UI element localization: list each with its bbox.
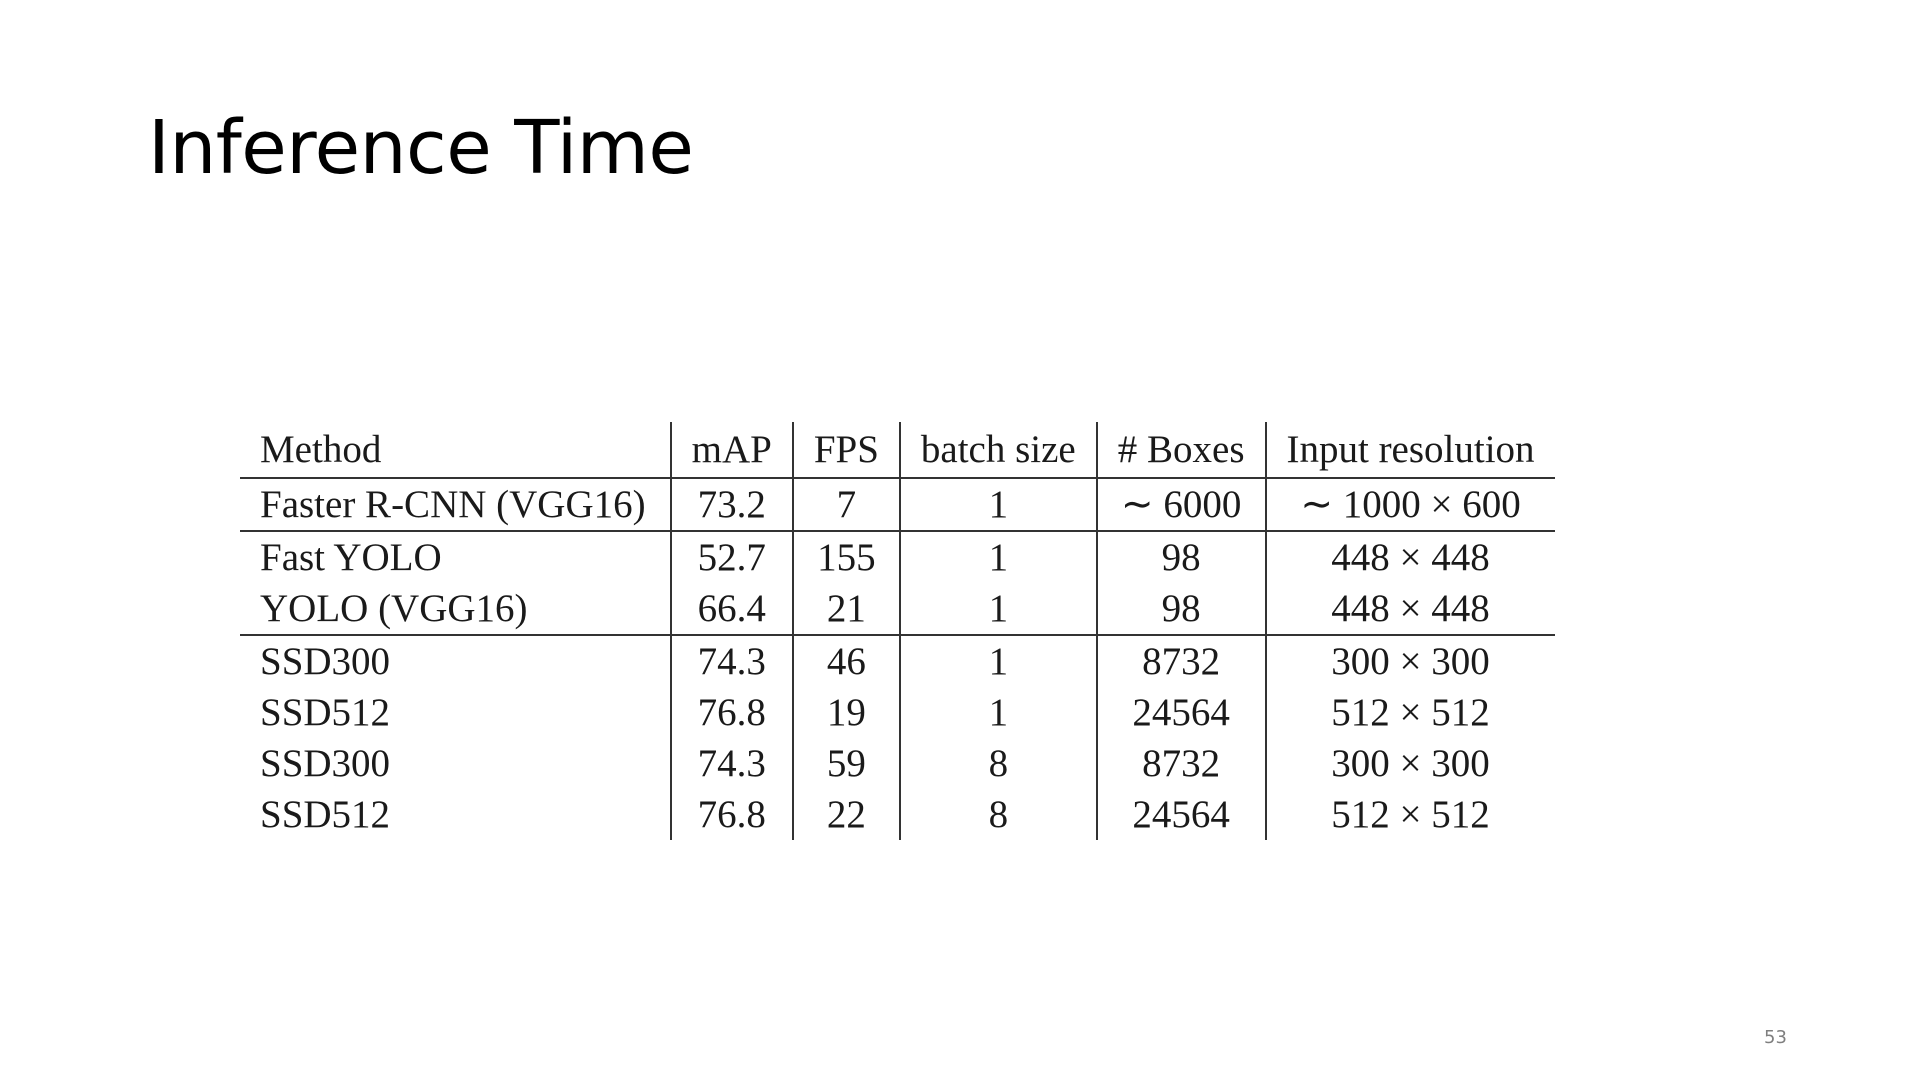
cell-boxes: ∼ 6000 — [1095, 478, 1266, 532]
cell-boxes: 24564 — [1095, 687, 1266, 738]
cell-input-resolution: 512 × 512 — [1264, 789, 1555, 840]
cell-map: 76.8 — [669, 687, 793, 738]
cell-input-resolution: 512 × 512 — [1264, 687, 1555, 738]
table-header-row: Method mAP FPS batch size # Boxes Input … — [240, 422, 1555, 479]
cell-batch-size: 1 — [898, 531, 1097, 583]
cell-input-resolution: 300 × 300 — [1264, 738, 1555, 789]
table-row: Faster R-CNN (VGG16) 73.2 7 1 ∼ 6000 ∼ 1… — [240, 478, 1555, 532]
table-row: SSD512 76.8 19 1 24564 512 × 512 — [240, 687, 1555, 738]
cell-method: SSD512 — [260, 691, 391, 734]
cell-fps: 155 — [791, 531, 900, 583]
cell-fps: 21 — [791, 583, 900, 636]
table-row: SSD512 76.8 22 8 24564 512 × 512 — [240, 789, 1555, 840]
cell-method: SSD512 — [260, 793, 391, 836]
header-input-resolution: Input resolution — [1264, 422, 1555, 479]
cell-boxes: 24564 — [1095, 789, 1266, 840]
page-number: 53 — [1764, 1027, 1787, 1048]
cell-map: 74.3 — [669, 738, 793, 789]
table-row: Fast YOLO 52.7 155 1 98 448 × 448 — [240, 531, 1555, 583]
cell-method: YOLO (VGG16) — [240, 583, 671, 636]
cell-fps: 46 — [791, 635, 900, 687]
cell-input-resolution: ∼ 1000 × 600 — [1264, 478, 1555, 532]
table-row: SSD300 74.3 59 8 8732 300 × 300 — [240, 738, 1555, 789]
header-boxes: # Boxes — [1095, 422, 1266, 479]
cell-batch-size: 1 — [898, 687, 1097, 738]
cell-map: 52.7 — [669, 531, 793, 583]
cell-batch-size: 1 — [898, 478, 1097, 532]
header-batch-size: batch size — [898, 422, 1097, 479]
cell-fps: 19 — [791, 687, 900, 738]
cell-fps: 22 — [791, 789, 900, 840]
cell-map: 74.3 — [669, 635, 793, 687]
table-row: YOLO (VGG16) 66.4 21 1 98 448 × 448 — [240, 583, 1555, 636]
results-table-container: Method mAP FPS batch size # Boxes Input … — [240, 422, 1555, 840]
cell-batch-size: 8 — [898, 789, 1097, 840]
cell-boxes: 98 — [1095, 583, 1266, 636]
cell-map: 76.8 — [669, 789, 793, 840]
header-fps: FPS — [791, 422, 900, 479]
header-method: Method — [240, 422, 671, 479]
cell-method: Fast YOLO — [260, 536, 442, 579]
cell-boxes: 8732 — [1095, 738, 1266, 789]
cell-batch-size: 1 — [898, 635, 1097, 687]
cell-method: SSD300 — [260, 742, 391, 785]
cell-map: 66.4 — [669, 583, 793, 636]
cell-input-resolution: 448 × 448 — [1264, 583, 1555, 636]
slide-title: Inference Time — [148, 105, 694, 191]
results-table: Method mAP FPS batch size # Boxes Input … — [240, 422, 1555, 840]
cell-input-resolution: 300 × 300 — [1264, 635, 1555, 687]
cell-boxes: 8732 — [1095, 635, 1266, 687]
cell-batch-size: 8 — [898, 738, 1097, 789]
cell-input-resolution: 448 × 448 — [1264, 531, 1555, 583]
cell-batch-size: 1 — [898, 583, 1097, 636]
cell-boxes: 98 — [1095, 531, 1266, 583]
cell-method: Faster R-CNN (VGG16) — [240, 478, 671, 532]
cell-fps: 59 — [791, 738, 900, 789]
cell-map: 73.2 — [669, 478, 793, 532]
header-map: mAP — [669, 422, 793, 479]
cell-fps: 7 — [791, 478, 900, 532]
table-row: SSD300 74.3 46 1 8732 300 × 300 — [240, 635, 1555, 687]
cell-method: SSD300 — [260, 640, 391, 683]
